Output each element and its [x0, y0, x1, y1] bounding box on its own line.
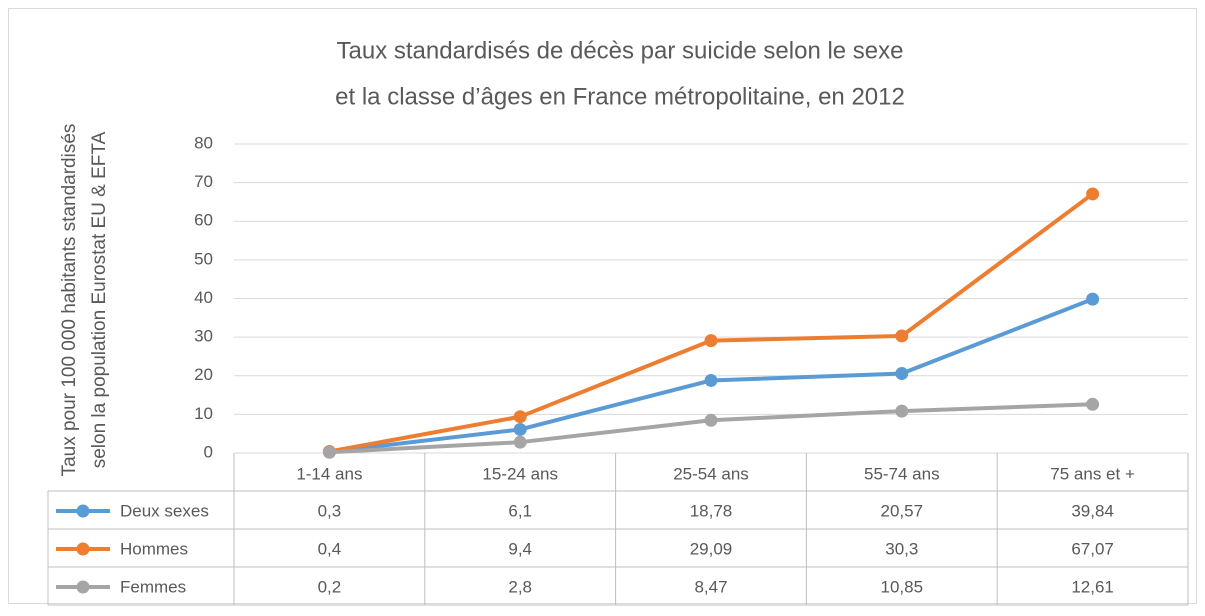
data-table-value: 12,61	[1071, 577, 1114, 596]
y-tick-label: 20	[194, 365, 213, 384]
legend-key	[76, 580, 90, 594]
legend-label: Deux sexes	[120, 501, 209, 520]
data-table-value: 0,3	[318, 501, 342, 520]
x-tick-label: 15-24 ans	[482, 464, 558, 483]
data-table-value: 6,1	[508, 501, 532, 520]
data-point	[704, 334, 718, 348]
y-tick-label: 80	[194, 133, 213, 152]
data-table-value: 20,57	[881, 501, 924, 520]
data-point	[1086, 292, 1100, 306]
data-point	[895, 329, 909, 343]
data-table-value: 10,85	[881, 577, 924, 596]
data-point	[895, 367, 909, 381]
legend-key	[76, 504, 90, 518]
data-point	[513, 422, 527, 436]
y-tick-label: 0	[204, 442, 213, 461]
data-table-value: 9,4	[508, 539, 532, 558]
legend-label: Femmes	[120, 577, 186, 596]
data-point	[513, 435, 527, 449]
data-table-value: 18,78	[690, 501, 733, 520]
data-table-value: 30,3	[885, 539, 918, 558]
x-tick-label: 75 ans et +	[1050, 464, 1135, 483]
x-tick-label: 25-54 ans	[673, 464, 749, 483]
data-point	[704, 373, 718, 387]
data-table-value: 0,4	[318, 539, 342, 558]
y-tick-label: 10	[194, 404, 213, 423]
data-point	[513, 410, 527, 424]
data-table-value: 0,2	[318, 577, 342, 596]
chart-title: et la classe d’âges en France métropolit…	[335, 83, 905, 110]
data-table-value: 8,47	[694, 577, 727, 596]
data-point	[322, 445, 336, 459]
x-tick-label: 55-74 ans	[864, 464, 940, 483]
y-tick-label: 60	[194, 211, 213, 230]
data-table-value: 39,84	[1071, 501, 1114, 520]
y-tick-label: 50	[194, 249, 213, 268]
legend-label: Hommes	[120, 539, 188, 558]
legend-key	[76, 542, 90, 556]
chart-frame	[8, 8, 1197, 604]
x-tick-label: 1-14 ans	[296, 464, 362, 483]
data-point	[1086, 397, 1100, 411]
data-point	[1086, 187, 1100, 201]
y-axis-label: selon la population Eurostat EU & EFTA	[89, 131, 110, 468]
y-tick-label: 40	[194, 288, 213, 307]
y-tick-label: 70	[194, 172, 213, 191]
y-tick-label: 30	[194, 327, 213, 346]
data-table-value: 2,8	[508, 577, 532, 596]
data-table-value: 29,09	[690, 539, 733, 558]
data-point	[704, 413, 718, 427]
chart-title: Taux standardisés de décès par suicide s…	[337, 37, 904, 64]
data-table-value: 67,07	[1071, 539, 1114, 558]
y-axis-label: Taux pour 100 000 habitants standardisés	[59, 124, 80, 477]
data-point	[895, 404, 909, 418]
